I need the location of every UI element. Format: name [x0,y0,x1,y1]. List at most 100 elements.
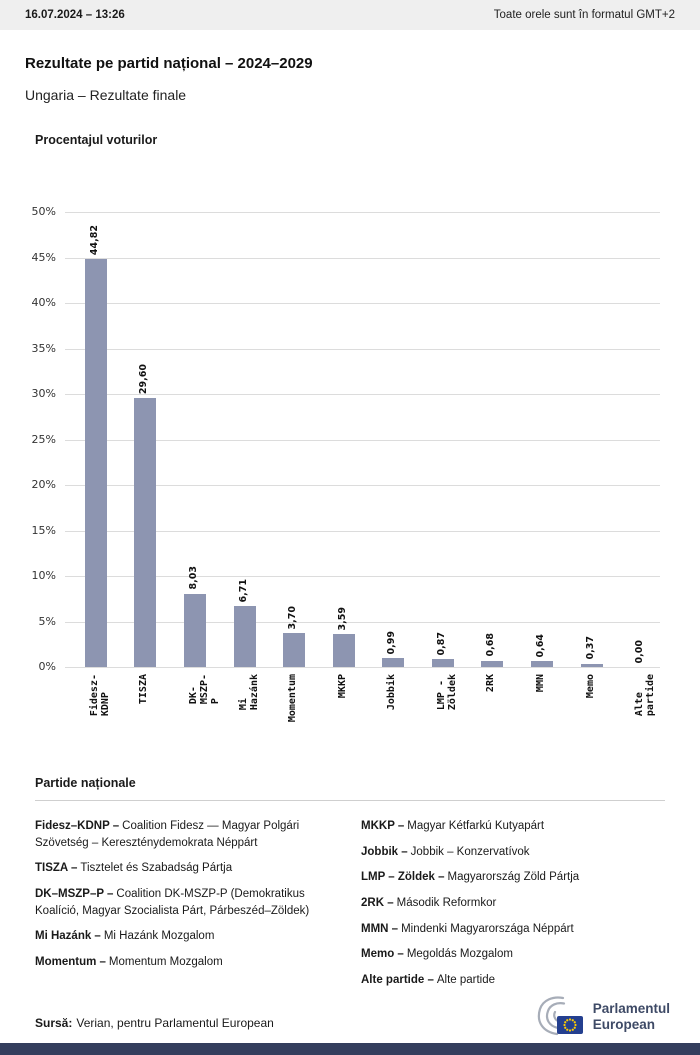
source-text: Verian, pentru Parlamentul European [76,1016,274,1030]
x-axis-category-label: Mi Hazánk [237,674,260,711]
party-legend-item: Jobbik – Jobbik – Konzervatívok [361,844,665,861]
party-desc: Alte partide [436,974,496,987]
gridline [65,667,660,668]
bar [580,663,603,667]
legend-heading: Partide naționale [35,776,136,790]
bar-value-label: 3,70 [287,605,299,630]
timezone-note: Toate orele sunt în formatul GMT+2 [493,9,675,21]
party-name: Mi Hazánk – [35,930,101,943]
source-label: Sursă: [35,1016,73,1030]
bar [531,661,554,667]
party-legend-item: Fidesz–KDNP – Coalition Fidesz — Magyar P… [35,818,339,851]
y-axis-tick-label: 5% [38,614,56,628]
bar [382,658,405,667]
party-desc: Magyarország Zöld Pártja [447,871,580,884]
gridline [65,348,660,350]
x-axis-category-label: MMN [535,674,547,693]
party-legend-item: Momentum – Momentum Mozgalom [35,954,339,971]
plot-area: 44,82 Fidesz-KDNP 29,60 TISZA 8,03 DK-MSZP-P 6… [65,212,660,722]
x-axis-category-label: Fidesz-KDNP [88,674,111,717]
x-axis-category-label: DK-MSZP-P [187,674,221,705]
party-legend-item: MMN – Mindenki Magyarországa Néppárt [361,921,665,938]
gridline [65,530,660,532]
gridline [65,576,660,577]
party-desc: Mindenki Magyarországa Néppárt [401,922,574,935]
party-legend-item: DK–MSZP–P – Coalition DK-MSZP-P (Demokrat… [35,886,339,919]
party-legend-item: TISZA – Tisztelet és Szabadság Pártja [35,860,339,877]
bar-value-label: 0,68 [485,633,497,657]
bar-value-label: 0,64 [535,633,547,658]
ep-logo-text: Parlamentul European [593,1001,670,1032]
bar [431,659,454,667]
x-axis-category-label: Alte partide [634,673,657,717]
gridline [65,485,660,486]
bar [481,660,504,667]
x-axis-category-label: Momentum [287,674,299,723]
legend-column-left: Fidesz–KDNP – Coalition Fidesz — Magyar P… [35,818,339,998]
y-axis-labels: 0% 5% 10% 15% 20% 25% 30% 35% 40% 45% 50% [0,192,58,770]
party-legend-item: Mi Hazánk – Mi Hazánk Mozgalom [35,928,339,945]
legend-column-right: MKKP – Magyar Kétfarkú Kutyapárt Jobbik – J… [361,818,665,998]
bar-value-label: 3,59 [336,606,348,631]
bar [84,259,107,667]
party-name: Jobbik – [361,845,408,858]
gridline [65,257,660,259]
gridline [65,212,660,213]
party-desc: Tisztelet és Szabadság Pártja [80,862,233,875]
bar-value-label: 6,71 [237,578,249,602]
party-name: Memo – [361,948,404,961]
x-axis-category-label: LMP - Zöldek [435,674,458,711]
party-legend-item: Alte partide – Alte partide [361,972,665,989]
y-axis-tick-label: 50% [31,205,56,218]
bar-value-label: 0,87 [435,631,447,656]
ep-logo-icon [537,996,583,1036]
x-axis-category-label: MKKP [336,674,348,699]
party-desc: Momentum Mozgalom [108,956,223,969]
y-axis-tick-label: 15% [31,523,56,537]
bar-value-label: 0,37 [584,636,596,660]
x-axis-category-label: Memo [584,674,596,699]
y-axis-tick-label: 45% [31,250,56,264]
party-name: Alte partide – [361,974,434,987]
y-axis-tick-label: 10% [31,569,56,582]
party-name: TISZA – [35,862,78,875]
bar-value-label: 29,60 [138,363,150,394]
gridline [65,621,660,623]
y-axis-tick-label: 0% [38,660,56,673]
party-desc: Második Reformkor [396,897,497,910]
ep-logo-text-line2: European [592,1017,655,1032]
party-name: Momentum – [35,956,106,969]
x-axis-category-label: TISZA [138,674,150,705]
y-axis-tick-label: 35% [31,341,56,355]
party-legend-item: MKKP – Magyar Kétfarkú Kutyapárt [361,818,665,835]
divider [35,800,665,801]
gridline [65,303,660,304]
party-desc: Mi Hazánk Mozgalom [103,930,215,943]
party-name: Fidesz–KDNP – [35,820,120,832]
party-name: 2RK – [361,897,394,910]
party-name: MKKP – [361,820,405,832]
bar [134,397,157,667]
bar [233,605,256,667]
party-name: MMN – [361,922,399,935]
y-axis-tick-label: 30% [31,387,56,400]
bar-value-label: 0,99 [386,630,398,654]
topbar: 16.07.2024 – 13:26 Toate orele sunt în f… [0,0,700,30]
party-legend-item: LMP – Zöldek – Magyarország Zöld Pártja [361,869,665,886]
x-axis-category-label: 2RK [485,674,497,693]
source-note: Sursă: Verian, pentru Parlamentul Europea… [35,1016,274,1030]
y-axis-tick-label: 20% [31,478,56,491]
bar [183,593,206,667]
party-legend: Fidesz–KDNP – Coalition Fidesz — Magyar P… [35,818,665,998]
gridline [65,439,660,441]
y-axis-tick-label: 40% [31,296,56,309]
party-name: DK–MSZP–P – [35,888,114,901]
bar [332,634,355,667]
bar-value-label: 8,03 [187,566,199,590]
x-axis-category-label: Jobbik [386,674,398,711]
party-desc: Megoldás Mozgalom [406,948,513,961]
ep-logo[interactable]: Parlamentul European [533,996,670,1038]
bar [283,633,306,667]
party-desc: Coalition DK-MSZP-P (Demokratikus Koalíc… [35,888,310,917]
